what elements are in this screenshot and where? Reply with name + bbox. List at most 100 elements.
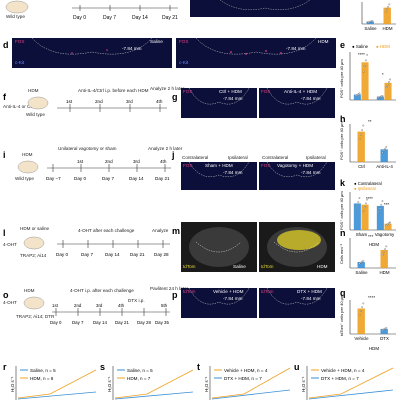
marker-label: FOS <box>183 163 193 168</box>
challenge-label: 4th <box>160 159 167 164</box>
micrograph-vagotomy: FOS Vagotomy + HDM -7.84 mm <box>259 162 335 190</box>
data-point <box>385 224 388 227</box>
protocol-note: Unilateral vagotomy or sham <box>58 146 117 151</box>
marker-label: FOS <box>183 89 193 94</box>
tick-label: HDM <box>383 26 393 31</box>
group-label: Sham + HDM <box>205 163 233 168</box>
challenge-label: 4th <box>156 99 163 104</box>
panel-label-n: n <box>340 228 346 238</box>
micrograph-saline: FOS c-Kit -7.84 mm Saline <box>12 38 172 68</box>
data-point <box>384 327 386 330</box>
data-point <box>379 207 381 210</box>
panel-label-f: f <box>3 92 6 102</box>
day-label: Day −7 <box>46 176 61 181</box>
panel-label-d: d <box>3 40 9 50</box>
bar-chart-top: Saline HDM <box>361 2 396 31</box>
day-label: Day 7 <box>103 15 116 21</box>
data-point <box>366 198 368 201</box>
analyze-label: Pavlitent 24 h later <box>150 286 189 291</box>
legend-entry: Saline, n = 5 <box>30 368 56 373</box>
mouse-icon <box>23 296 45 310</box>
data-point <box>363 65 366 67</box>
marker-label: FOS <box>179 39 189 44</box>
challenge-label: 3rd <box>96 303 103 308</box>
micrograph-hdm-tdtom: tdTom HDM <box>259 222 335 272</box>
legend-entry: DTX + HDM, n = 7 <box>224 376 262 381</box>
analyze-label: Analyze <box>152 228 169 233</box>
challenge-label: 3rd <box>133 159 140 164</box>
legend-entry: Vehicle + HDM, n = 4 <box>321 368 365 373</box>
challenge-label: 1st <box>52 303 59 308</box>
data-point <box>358 138 361 141</box>
bar <box>384 82 392 100</box>
legend-entry: DTX + HDM, n = 7 <box>321 376 359 381</box>
data-point <box>360 133 362 136</box>
analyze-label: Analyze 2 h later <box>148 146 183 151</box>
data-point <box>389 221 391 224</box>
region-label: -7.84 mm <box>223 96 243 101</box>
challenge-label: 3rd <box>126 99 133 104</box>
y-axis-label: H₂O s⁻¹ <box>204 376 209 392</box>
group-label: Anti-IL-4 + HDM <box>284 89 318 94</box>
bar <box>353 203 361 230</box>
data-point <box>361 260 363 263</box>
significance: **** <box>358 52 365 57</box>
marker-label: FOS <box>15 39 25 44</box>
significance: * <box>382 72 384 77</box>
protocol-note: Anti-IL-4/Ctrl i.p. before each HDM <box>78 88 149 93</box>
data-point <box>366 53 368 56</box>
bar <box>366 21 374 24</box>
y-axis-label: H₂O s⁻¹ <box>301 376 306 392</box>
panel-label-o: o <box>3 290 9 300</box>
legend-entry: HDM, n = 7 <box>127 376 151 381</box>
drug-label: 4-OHT <box>3 300 17 305</box>
group-label: HDM <box>369 242 379 247</box>
side-label: Contralateral <box>262 155 289 160</box>
marker-label: tdTom <box>183 289 196 294</box>
significance: ** <box>368 119 372 124</box>
data-point <box>356 205 358 207</box>
day-label: Day 28 <box>154 252 169 257</box>
bar <box>384 223 392 230</box>
challenge-label: 1st <box>66 99 73 104</box>
tick-label: Ctrl <box>358 164 365 169</box>
day-label: Day 7 <box>72 320 84 325</box>
legend-entry: ● Saline <box>352 44 369 49</box>
dtx-label: DTX i.p. <box>128 298 145 303</box>
bar <box>376 96 384 100</box>
day-label: Day 14 <box>105 252 120 257</box>
protocol-note: 4-OHT after each challenge <box>78 228 135 233</box>
line-chart-r: H₂O s⁻¹ Saline, n = 5 HDM, n = 6 <box>10 366 97 400</box>
data-point <box>365 202 367 205</box>
panel-label-r: r <box>3 362 7 372</box>
y-axis-label: tdTom⁺ cells per 40 μm <box>339 294 344 336</box>
region-label: -7.84 mm <box>301 296 321 301</box>
legend-entry: ● Contralateral <box>354 181 382 186</box>
group-label: HDM <box>317 264 328 269</box>
y-axis-label: H₂O s⁻¹ <box>107 376 112 392</box>
bar <box>380 149 388 162</box>
panel-label-s: s <box>100 362 106 372</box>
bar <box>357 308 365 334</box>
panel-label-t: t <box>197 362 200 372</box>
challenge-label: 2nd <box>105 159 113 164</box>
significance: **** <box>368 295 375 300</box>
marker-label: FOS <box>261 89 271 94</box>
data-point <box>358 92 361 95</box>
day-label: Day 7 <box>102 176 114 181</box>
micrograph-dtx: tdTom DTX + HDM -7.84 mm <box>259 288 335 318</box>
legend-entry: ● Ipsilateral <box>354 186 376 191</box>
data-point <box>363 206 366 209</box>
y-axis-label: FOS⁺ cells per 40 μm <box>339 121 344 160</box>
side-label: Ipsilateral <box>306 155 326 160</box>
data-point <box>361 306 363 309</box>
timeline-l: Day 0 Day 7 Day 14 Day 21 Day 28 <box>56 240 170 257</box>
data-point <box>371 20 374 22</box>
panel-label-m: m <box>172 226 181 236</box>
data-point <box>362 210 365 212</box>
panel-label-k: k <box>340 178 346 188</box>
bar-chart-q: Vehicle DTX **** HDM tdTom⁺ cells per 40 μm <box>339 294 396 351</box>
treatment-label: HDM <box>24 288 35 293</box>
challenge-label: 2nd <box>95 99 103 104</box>
mouse-illustration <box>4 0 30 14</box>
